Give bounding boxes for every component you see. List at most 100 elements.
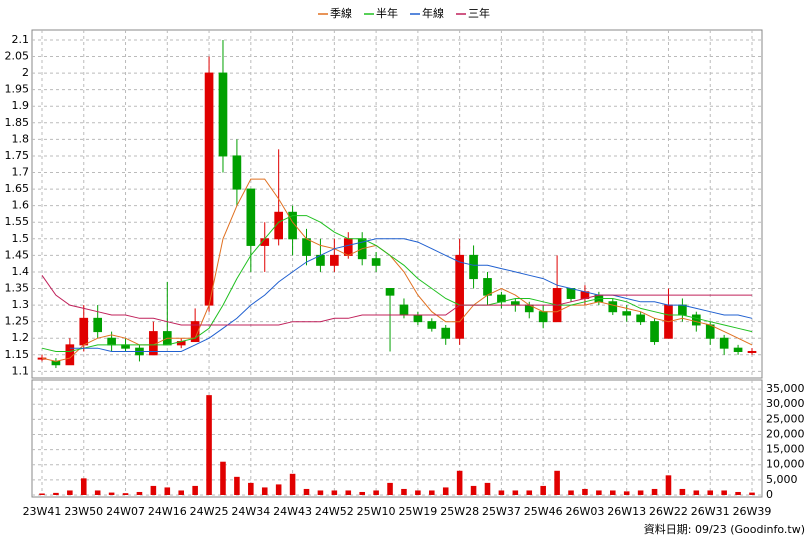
y-tick-label: 1.6 (12, 199, 30, 212)
y-tick-label: 1.75 (5, 149, 30, 162)
volume-bar (192, 485, 198, 495)
x-tick-label: 24W34 (231, 505, 270, 518)
candle-body (650, 321, 659, 343)
x-tick-label: 26W31 (691, 505, 730, 518)
candle-body (483, 278, 492, 296)
ma-line (69, 238, 753, 352)
candle-body (232, 155, 242, 190)
ma-line (41, 178, 753, 362)
y-tick-label: 1.25 (5, 315, 30, 328)
volume-bar (415, 490, 421, 495)
volume-bar (484, 482, 491, 495)
volume-bar (108, 492, 115, 495)
candle-body (246, 188, 256, 246)
y-tick-label: 1.2 (12, 331, 30, 344)
volume-bar (429, 490, 435, 495)
candle-body (371, 258, 381, 266)
x-tick-label: 23W50 (64, 505, 103, 518)
candle-body (204, 72, 214, 306)
x-tick-label: 24W43 (273, 505, 312, 518)
x-tick-label: 25W46 (524, 505, 563, 518)
volume-bar (442, 487, 449, 495)
candle-body (399, 304, 409, 316)
x-tick-label: 26W13 (607, 505, 646, 518)
volume-bar (136, 491, 143, 495)
y2-tick-label: 30,000 (766, 397, 805, 410)
x-tick-label: 24W07 (106, 505, 145, 518)
candle-body (469, 254, 478, 280)
candle-body (622, 311, 632, 316)
x-tick-label: 26W22 (649, 505, 688, 518)
y-tick-label: 1.4 (12, 265, 30, 278)
candle-body (566, 288, 576, 299)
volume-bar (735, 491, 741, 495)
volume-panel (31, 379, 763, 498)
candle-body (719, 337, 729, 349)
volume-bar (345, 490, 352, 495)
candle-body (538, 311, 548, 323)
volume-bar (387, 482, 393, 495)
legend-label: 三年 (468, 6, 490, 20)
y-tick-label: 1.65 (5, 182, 30, 195)
y-tick-label: 2.05 (5, 50, 30, 63)
candle-body (455, 254, 464, 339)
volume-bar (526, 490, 533, 495)
candle-body (427, 321, 437, 329)
candle-body (441, 327, 451, 339)
volume-bar (456, 470, 463, 495)
volume-bar (596, 490, 602, 495)
candle-body (733, 347, 743, 352)
y-tick-label: 1.9 (12, 99, 30, 112)
volume-bar (206, 395, 212, 495)
candle-body (385, 288, 395, 296)
volume-bar (637, 490, 644, 495)
y-tick-label: 1.8 (12, 132, 30, 145)
volume-bar (512, 490, 519, 495)
legend-label: 年線 (422, 6, 444, 20)
candle-body (413, 314, 423, 323)
volume-bar (150, 485, 157, 495)
volume-bar (568, 490, 574, 495)
y-tick-label: 1.55 (5, 215, 30, 228)
y-tick-label: 2 (22, 66, 29, 79)
candle-body (79, 317, 89, 346)
volume-bar (317, 490, 324, 495)
x-tick-label: 24W25 (190, 505, 229, 518)
candle-body (691, 314, 701, 326)
y-tick-label: 1.85 (5, 116, 30, 129)
x-tick-label: 24W16 (148, 505, 187, 518)
candle-body (678, 304, 687, 316)
ma-line (41, 215, 753, 352)
y2-tick-label: 35,000 (766, 382, 805, 395)
y-tick-label: 1.5 (12, 232, 30, 245)
y-tick-label: 1.95 (5, 83, 30, 96)
y-tick-label: 1.7 (12, 166, 30, 179)
volume-bar (164, 487, 171, 495)
volume-bar (261, 487, 268, 495)
candle-body (705, 324, 715, 339)
volume-bar (248, 482, 254, 495)
volume-bar (39, 493, 45, 495)
volume-bar (582, 488, 588, 495)
y2-tick-label: 20,000 (766, 427, 805, 440)
volume-bar (122, 493, 129, 495)
y2-tick-label: 15,000 (766, 443, 805, 456)
volume-bar (303, 488, 310, 495)
y-tick-label: 1.1 (12, 364, 30, 377)
candle-body (107, 337, 116, 346)
y2-tick-label: 5,000 (766, 473, 798, 486)
candle-body (302, 238, 311, 256)
volume-bar (275, 484, 282, 495)
x-tick-label: 26W03 (566, 505, 605, 518)
y-tick-label: 2.1 (12, 33, 30, 46)
volume-bar (401, 488, 407, 495)
candle-body (93, 317, 103, 333)
candle-body (218, 72, 228, 157)
candle-body (511, 301, 520, 306)
candle-body (636, 314, 645, 323)
y-tick-label: 1.3 (12, 298, 30, 311)
candle-body (288, 211, 297, 240)
candle-body (608, 301, 618, 313)
candle-body (747, 350, 757, 353)
